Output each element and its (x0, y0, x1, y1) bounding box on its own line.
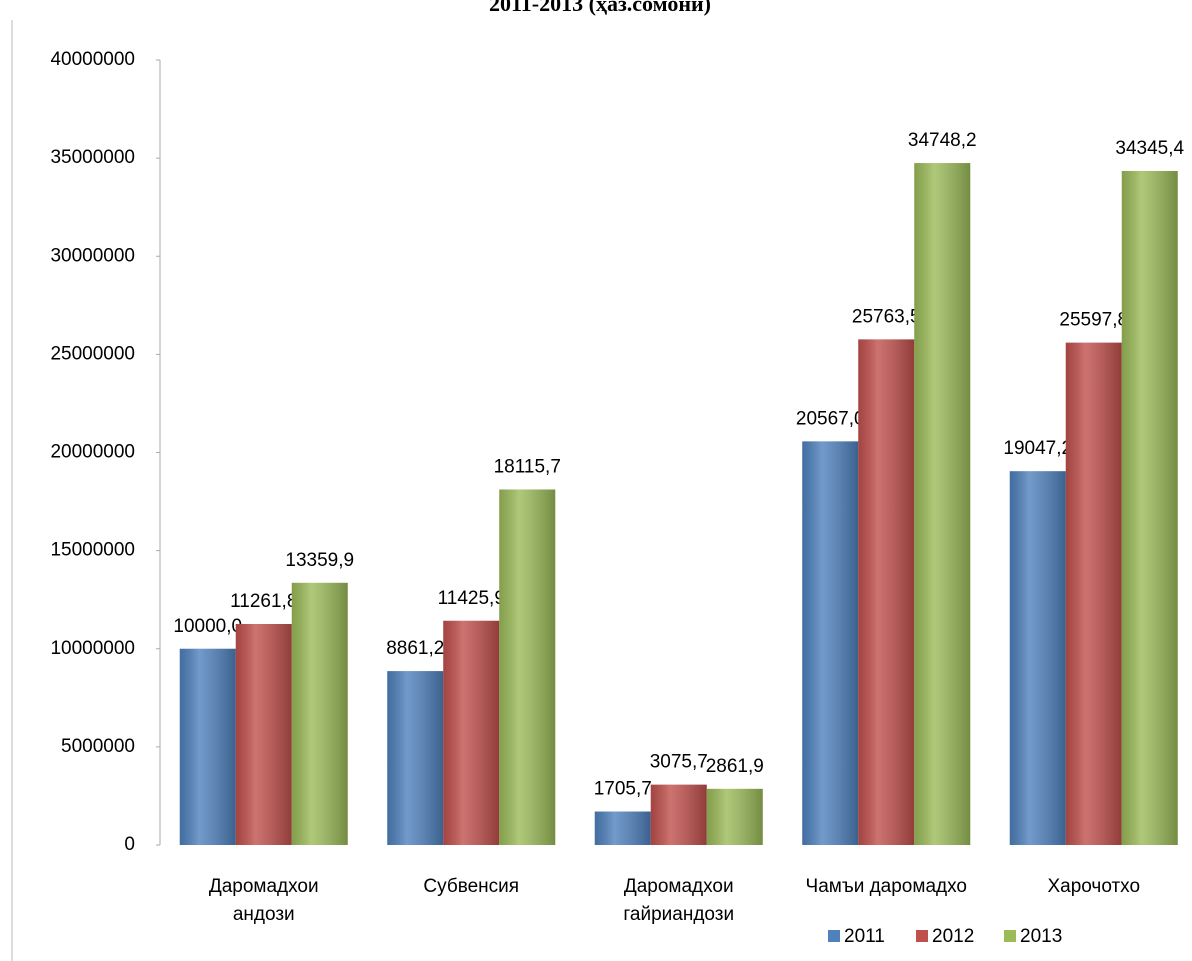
bar-shade (802, 441, 859, 845)
bar-shade (858, 339, 915, 845)
bar-shade (1065, 342, 1122, 845)
data-label: 25597,8 (1059, 310, 1128, 331)
data-label: 11425,9 (438, 588, 505, 609)
chart-title: 2011-2013 (ҳаз.сомонӣ) (489, 0, 711, 16)
y-tick-label: 20000000 (50, 442, 135, 463)
bar-shade (291, 582, 348, 845)
y-tick-label: 10000000 (50, 638, 135, 659)
data-label: 1705,7 (594, 779, 652, 800)
bar-shade (914, 163, 971, 845)
legend-label: 2011 (844, 926, 885, 947)
bar-shade (1009, 471, 1066, 845)
y-tick-label: 40000000 (50, 49, 135, 70)
data-label: 8861,2 (386, 638, 444, 659)
data-label: 20567,0 (796, 408, 865, 429)
data-label: 13359,9 (285, 550, 354, 571)
data-label: 2861,9 (706, 756, 764, 777)
data-label: 11261,8 (230, 591, 297, 612)
data-label: 3075,7 (650, 752, 708, 773)
data-label: 25763,5 (852, 306, 921, 327)
legend-swatch (916, 930, 928, 942)
bar-shade (235, 623, 292, 845)
bar-shade (179, 648, 236, 845)
bar-shade (499, 489, 556, 845)
data-label: 18115,7 (494, 456, 561, 477)
y-tick-label: 35000000 (50, 147, 135, 168)
data-label: 34345,4 (1115, 138, 1184, 159)
legend-swatch (1004, 930, 1016, 942)
bar-shade (706, 788, 763, 845)
x-tick-label: Субвенсия (423, 876, 520, 897)
legend-label: 2013 (1020, 926, 1062, 947)
bar-shade (650, 784, 707, 845)
y-tick-label: 5000000 (61, 736, 135, 757)
data-label: 34748,2 (908, 130, 977, 151)
x-tick-label: Чамъи даромадхо (805, 876, 967, 897)
y-tick-label: 25000000 (50, 343, 135, 364)
x-tick-label: Даромадхои гайриандози (623, 876, 735, 925)
data-label: 10000,0 (173, 616, 242, 637)
y-tick-label: 30000000 (50, 245, 135, 266)
y-tick-label: 15000000 (50, 540, 135, 561)
y-tick-label: 0 (124, 834, 135, 855)
bar-shade (1121, 170, 1178, 845)
bar-shade (594, 811, 651, 845)
x-tick-label: Даромадхои андози (208, 876, 319, 925)
legend-swatch (828, 930, 840, 942)
bar-shade (387, 671, 444, 845)
data-label: 19047,2 (1003, 438, 1072, 459)
x-tick-label: Харочотхо (1047, 876, 1141, 897)
bar-shade (443, 620, 500, 845)
legend-label: 2012 (932, 926, 974, 947)
